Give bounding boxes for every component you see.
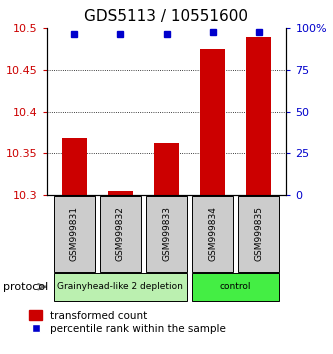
Text: protocol: protocol — [3, 282, 49, 292]
Bar — [62, 138, 87, 195]
Text: control: control — [220, 282, 251, 291]
Text: GSM999832: GSM999832 — [116, 206, 125, 261]
Bar — [108, 190, 133, 195]
Bar — [154, 143, 179, 195]
FancyBboxPatch shape — [100, 196, 141, 272]
FancyBboxPatch shape — [192, 273, 279, 301]
FancyBboxPatch shape — [146, 196, 187, 272]
FancyBboxPatch shape — [192, 196, 233, 272]
Title: GDS5113 / 10551600: GDS5113 / 10551600 — [85, 9, 248, 24]
Text: GSM999831: GSM999831 — [70, 206, 79, 261]
Text: GSM999834: GSM999834 — [208, 206, 217, 261]
Bar — [246, 37, 271, 195]
Legend: transformed count, percentile rank within the sample: transformed count, percentile rank withi… — [25, 306, 230, 338]
Text: GSM999835: GSM999835 — [254, 206, 263, 261]
FancyBboxPatch shape — [54, 273, 187, 301]
FancyBboxPatch shape — [238, 196, 279, 272]
Text: GSM999833: GSM999833 — [162, 206, 171, 261]
FancyBboxPatch shape — [54, 196, 95, 272]
Text: Grainyhead-like 2 depletion: Grainyhead-like 2 depletion — [58, 282, 183, 291]
Bar — [200, 49, 225, 195]
